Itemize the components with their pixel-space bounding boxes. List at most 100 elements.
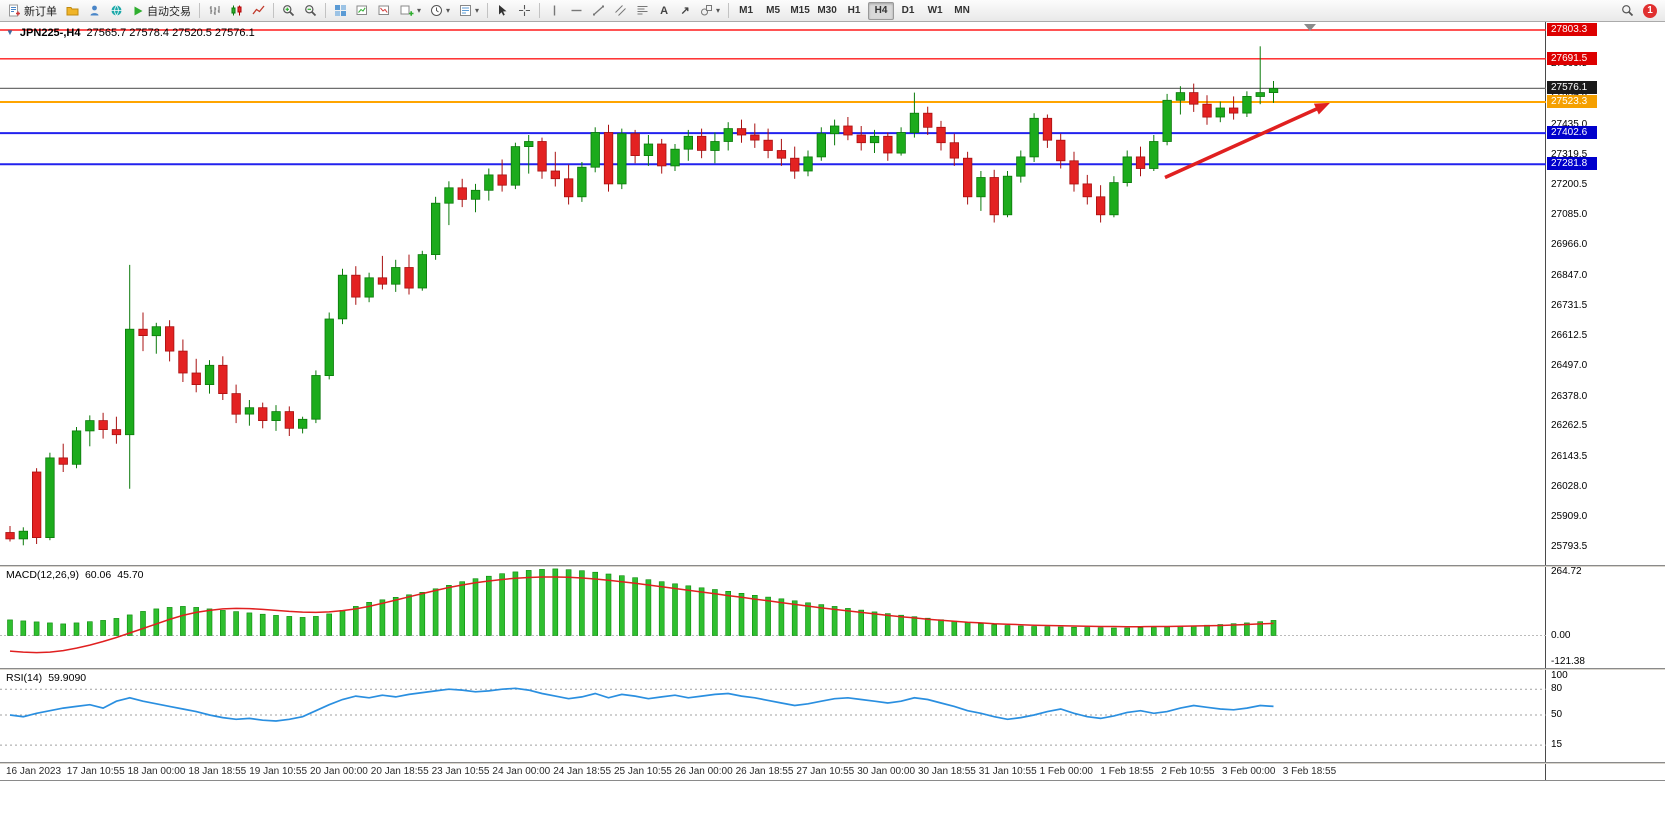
vertical-line-button[interactable] <box>544 2 565 20</box>
panel-splitter[interactable] <box>0 565 1665 567</box>
timeframe-h4-button[interactable]: H4 <box>868 1 895 20</box>
folder-icon <box>66 4 79 17</box>
candle <box>550 151 560 187</box>
candle <box>1242 91 1252 117</box>
bar-chart-button[interactable] <box>204 2 225 20</box>
macd-scale-label: 0.00 <box>1551 629 1571 641</box>
panel-splitter[interactable] <box>0 668 1665 670</box>
macd-histogram-bar <box>33 621 40 636</box>
main-chart-panel[interactable]: ▼ JPN225-,H4 27565.7 27578.4 27520.5 275… <box>0 22 1546 565</box>
candle <box>816 127 826 161</box>
macd-histogram-bar <box>725 590 732 636</box>
time-axis-label: 3 Feb 18:55 <box>1282 766 1337 777</box>
macd-histogram-bar <box>1244 622 1250 636</box>
chart-forward-button[interactable] <box>352 2 373 20</box>
arrow-object-button[interactable]: ↗ <box>675 2 695 20</box>
macd-histogram-bar <box>392 596 399 636</box>
macd-histogram-bar <box>712 589 718 636</box>
timeframe-m1-button[interactable]: M1 <box>733 2 759 20</box>
new-chart-button[interactable]: ▾ <box>396 2 425 20</box>
template-button[interactable]: ▾ <box>455 2 483 20</box>
channel-icon <box>614 4 627 17</box>
shapes-button[interactable]: ▾ <box>696 2 724 20</box>
main-toolbar: 新订单 自动交易 ▾ ▾ <box>0 0 1665 22</box>
zoom-out-button[interactable] <box>300 2 321 20</box>
candlestick-chart-button[interactable] <box>226 2 247 20</box>
one-click-trading-arrow[interactable]: ▼ <box>6 28 14 37</box>
macd-histogram-bar <box>20 620 27 636</box>
chevron-down-icon: ▾ <box>475 5 480 15</box>
candle <box>949 133 959 166</box>
time-axis-label: 26 Jan 18:55 <box>735 766 794 777</box>
macd-histogram-bar <box>565 569 572 636</box>
macd-main-value: 60.06 <box>84 569 112 581</box>
new-order-button[interactable]: 新订单 <box>4 2 61 20</box>
candle <box>510 142 521 190</box>
market-watch-button[interactable] <box>84 2 105 20</box>
candle <box>763 128 773 159</box>
price-axis-label: 26966.0 <box>1551 239 1588 251</box>
macd-histogram-bar <box>419 591 426 636</box>
time-axis-label: 17 Jan 10:55 <box>66 766 125 777</box>
macd-panel[interactable]: MACD(12,26,9) 60.06 45.70 <box>0 567 1546 668</box>
macd-histogram-bar <box>951 620 958 636</box>
fibonacci-icon <box>636 4 649 17</box>
chart-shift-marker[interactable] <box>1304 24 1316 31</box>
trendline-button[interactable] <box>588 2 609 20</box>
chart-down-icon <box>378 4 391 17</box>
horizontal-line-button[interactable] <box>566 2 587 20</box>
macd-histogram-bar <box>618 575 625 636</box>
price-axis-label: 25909.0 <box>1551 511 1588 523</box>
timeframe-d1-button[interactable]: D1 <box>895 2 921 20</box>
candle <box>470 183 481 213</box>
candle <box>337 268 348 325</box>
price-axis-label: 25793.5 <box>1551 541 1588 552</box>
trend-arrow-line[interactable] <box>1164 105 1322 180</box>
rsi-panel[interactable]: RSI(14) 59.9090 <box>0 670 1546 762</box>
panel-splitter[interactable] <box>0 762 1665 764</box>
macd-histogram-bar <box>592 571 599 636</box>
search-button[interactable] <box>1617 2 1638 20</box>
timeframe-mn-button[interactable]: MN <box>949 2 975 20</box>
chart-title: ▼ JPN225-,H4 27565.7 27578.4 27520.5 275… <box>6 27 255 39</box>
timeframe-m30-button[interactable]: M30 <box>814 2 840 20</box>
candle <box>1255 46 1265 105</box>
macd-histogram-bar <box>911 616 918 636</box>
timeframe-group: M1 M5 M15 M30 H1 H4 D1 W1 MN <box>733 1 975 20</box>
line-chart-button[interactable] <box>248 2 269 20</box>
toolbar-separator <box>325 3 326 18</box>
macd-histogram-bar <box>1151 627 1157 636</box>
timeframe-m5-button[interactable]: M5 <box>760 2 786 20</box>
time-axis-label: 2 Feb 10:55 <box>1161 766 1215 777</box>
time-axis-label: 24 Jan 18:55 <box>553 766 612 777</box>
chart-back-button[interactable] <box>374 2 395 20</box>
tile-windows-button[interactable] <box>330 2 351 20</box>
period-selector-button[interactable]: ▾ <box>426 2 454 20</box>
candle <box>843 117 853 141</box>
crosshair-button[interactable] <box>514 2 535 20</box>
macd-histogram-bar <box>1044 626 1051 636</box>
equidistant-channel-button[interactable] <box>610 2 631 20</box>
macd-histogram-bar <box>7 619 13 636</box>
timeframe-h1-button[interactable]: H1 <box>841 2 867 20</box>
timeframe-w1-button[interactable]: W1 <box>922 2 948 20</box>
macd-histogram-bar <box>499 573 505 636</box>
macd-histogram-bar <box>313 616 319 636</box>
zoom-in-button[interactable] <box>278 2 299 20</box>
auto-trading-button[interactable]: 自动交易 <box>128 2 195 20</box>
navigator-button[interactable] <box>106 2 127 20</box>
timeframe-m15-button[interactable]: M15 <box>787 2 813 20</box>
charts-folder-button[interactable] <box>62 2 83 20</box>
fibonacci-button[interactable] <box>632 2 653 20</box>
macd-histogram-bar <box>299 617 306 636</box>
text-tool-button[interactable]: A <box>654 2 674 20</box>
tile-windows-icon <box>334 4 347 17</box>
rsi-scale-label: 80 <box>1551 683 1563 695</box>
clock-icon <box>430 4 443 17</box>
time-axis: 16 Jan 2023 17 Jan 10:55 18 Jan 00:00 18 Ja… <box>0 764 1546 780</box>
price-chart-canvas <box>0 24 1546 546</box>
notification-badge[interactable]: 1 <box>1643 3 1657 18</box>
trend-arrow-head <box>1313 102 1330 115</box>
macd-histogram-bar <box>685 585 692 636</box>
cursor-button[interactable] <box>492 2 513 20</box>
